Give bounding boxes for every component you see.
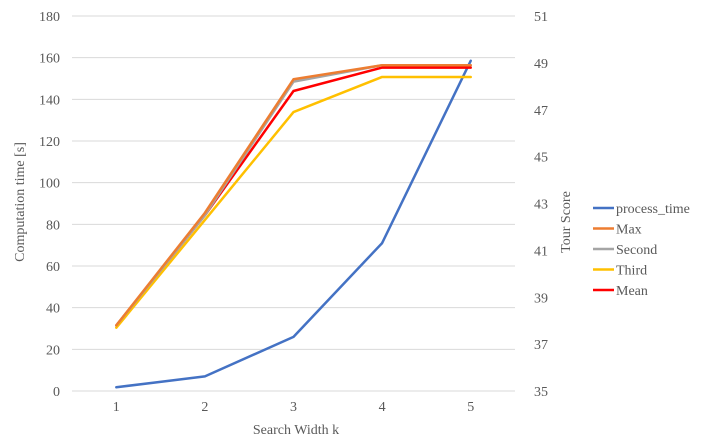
left-tick-label: 100: [39, 177, 60, 192]
right-tick-label: 49: [534, 57, 548, 72]
right-tick-label: 41: [534, 244, 548, 259]
left-tick-label: 0: [53, 385, 60, 400]
right-tick-label: 45: [534, 151, 548, 166]
left-axis-title: Computation time [s]: [13, 142, 28, 262]
right-tick-label: 51: [534, 10, 548, 25]
left-tick-label: 180: [39, 10, 60, 25]
x-tick-label: 4: [379, 400, 386, 415]
series-line-process-time: [115, 59, 472, 389]
series-line-third: [115, 75, 472, 329]
left-tick-label: 40: [46, 302, 60, 317]
series-line-second: [115, 63, 472, 327]
left-tick-label: 140: [39, 93, 60, 108]
x-axis-title: Search Width k: [253, 423, 339, 438]
legend-label: Mean: [616, 284, 648, 299]
legend-label: Max: [616, 223, 642, 238]
x-tick-label: 1: [113, 400, 120, 415]
right-tick-label: 39: [534, 291, 548, 306]
left-tick-label: 80: [46, 218, 60, 233]
left-tick-label: 60: [46, 260, 60, 275]
series-line-mean: [115, 66, 472, 327]
right-tick-label: 37: [534, 338, 548, 353]
series-lines: [115, 59, 472, 389]
series-line-max: [115, 63, 472, 327]
left-tick-label: 120: [39, 135, 60, 150]
legend-label: process_time: [616, 202, 690, 217]
right-tick-label: 35: [534, 385, 548, 400]
gridlines: [72, 15, 515, 392]
legend-label: Third: [616, 264, 647, 279]
x-tick-label: 3: [290, 400, 297, 415]
right-axis-title: Tour Score: [559, 191, 574, 253]
right-tick-label: 47: [534, 104, 548, 119]
legend: process_time Max Second Third Mean: [593, 202, 690, 299]
legend-label: Second: [616, 243, 657, 258]
x-axis-ticks: 1 2 3 4 5: [113, 400, 474, 415]
left-tick-label: 20: [46, 343, 60, 358]
x-tick-label: 5: [467, 400, 474, 415]
left-tick-label: 160: [39, 52, 60, 67]
left-axis-ticks: 0 20 40 60 80 100 120 140 160 180: [39, 10, 60, 400]
right-axis-ticks: 35 37 39 41 43 45 47 49 51: [534, 10, 548, 400]
x-tick-label: 2: [201, 400, 208, 415]
right-tick-label: 43: [534, 198, 548, 213]
